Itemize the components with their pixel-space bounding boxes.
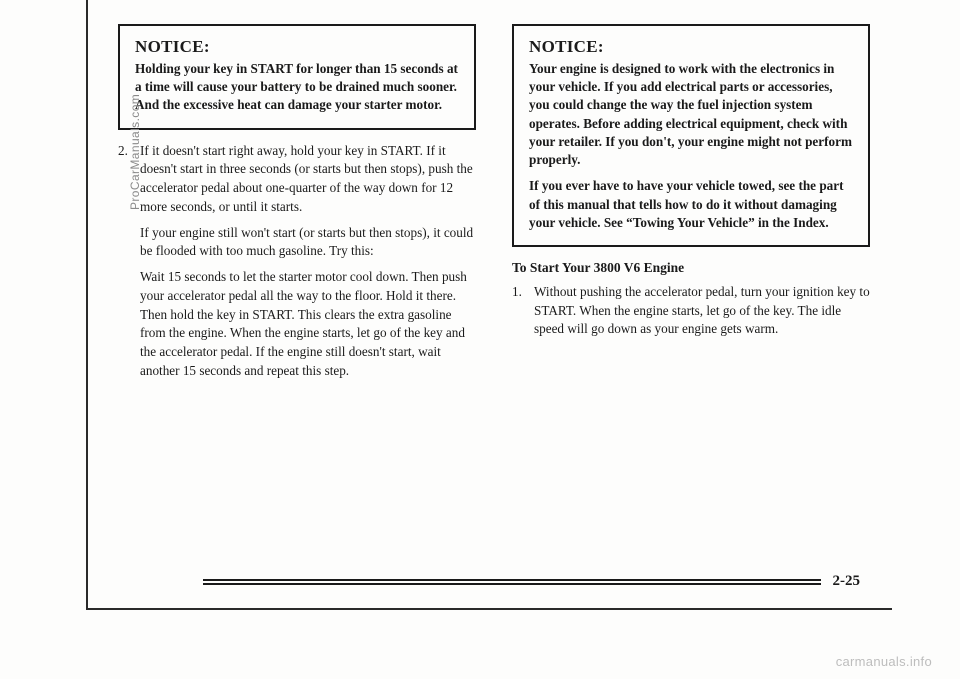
footer-rule [203,579,821,585]
notice-body: If you ever have to have your vehicle to… [529,177,853,232]
watermark-bottom: carmanuals.info [836,654,932,669]
right-column: NOTICE: Your engine is designed to work … [512,24,870,387]
page-number: 2-25 [833,573,861,590]
page-frame: NOTICE: Holding your key in START for lo… [86,0,892,610]
step-body: Without pushing the accelerator pedal, t… [534,283,870,339]
two-column-layout: NOTICE: Holding your key in START for lo… [88,24,892,387]
paragraph: If your engine still won't start (or sta… [140,224,476,261]
notice-box-right: NOTICE: Your engine is designed to work … [512,24,870,247]
watermark-side: ProCarManuals.com [128,94,142,210]
page-footer: 2-25 [203,573,860,590]
left-column: NOTICE: Holding your key in START for lo… [118,24,476,387]
step-2: 2. If it doesn't start right away, hold … [118,142,476,217]
step-number: 1. [512,283,534,339]
step-body: If it doesn't start right away, hold you… [140,142,476,217]
notice-body: Holding your key in START for longer tha… [135,60,459,115]
notice-body: Your engine is designed to work with the… [529,60,853,169]
step-1: 1. Without pushing the accelerator pedal… [512,283,870,339]
notice-title: NOTICE: [529,37,853,57]
notice-title: NOTICE: [135,37,459,57]
paragraph: Wait 15 seconds to let the starter motor… [140,268,476,380]
section-heading: To Start Your 3800 V6 Engine [512,260,870,276]
notice-box-left: NOTICE: Holding your key in START for lo… [118,24,476,130]
